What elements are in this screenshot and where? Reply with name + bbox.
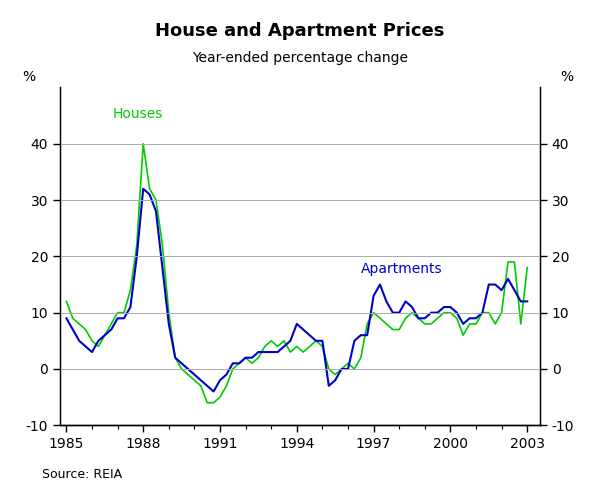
Text: %: % <box>22 70 35 84</box>
Text: Year-ended percentage change: Year-ended percentage change <box>192 51 408 65</box>
Text: Apartments: Apartments <box>361 262 442 276</box>
Text: Source: REIA: Source: REIA <box>42 468 122 481</box>
Text: Houses: Houses <box>112 107 163 121</box>
Text: %: % <box>560 70 573 84</box>
Text: House and Apartment Prices: House and Apartment Prices <box>155 22 445 40</box>
